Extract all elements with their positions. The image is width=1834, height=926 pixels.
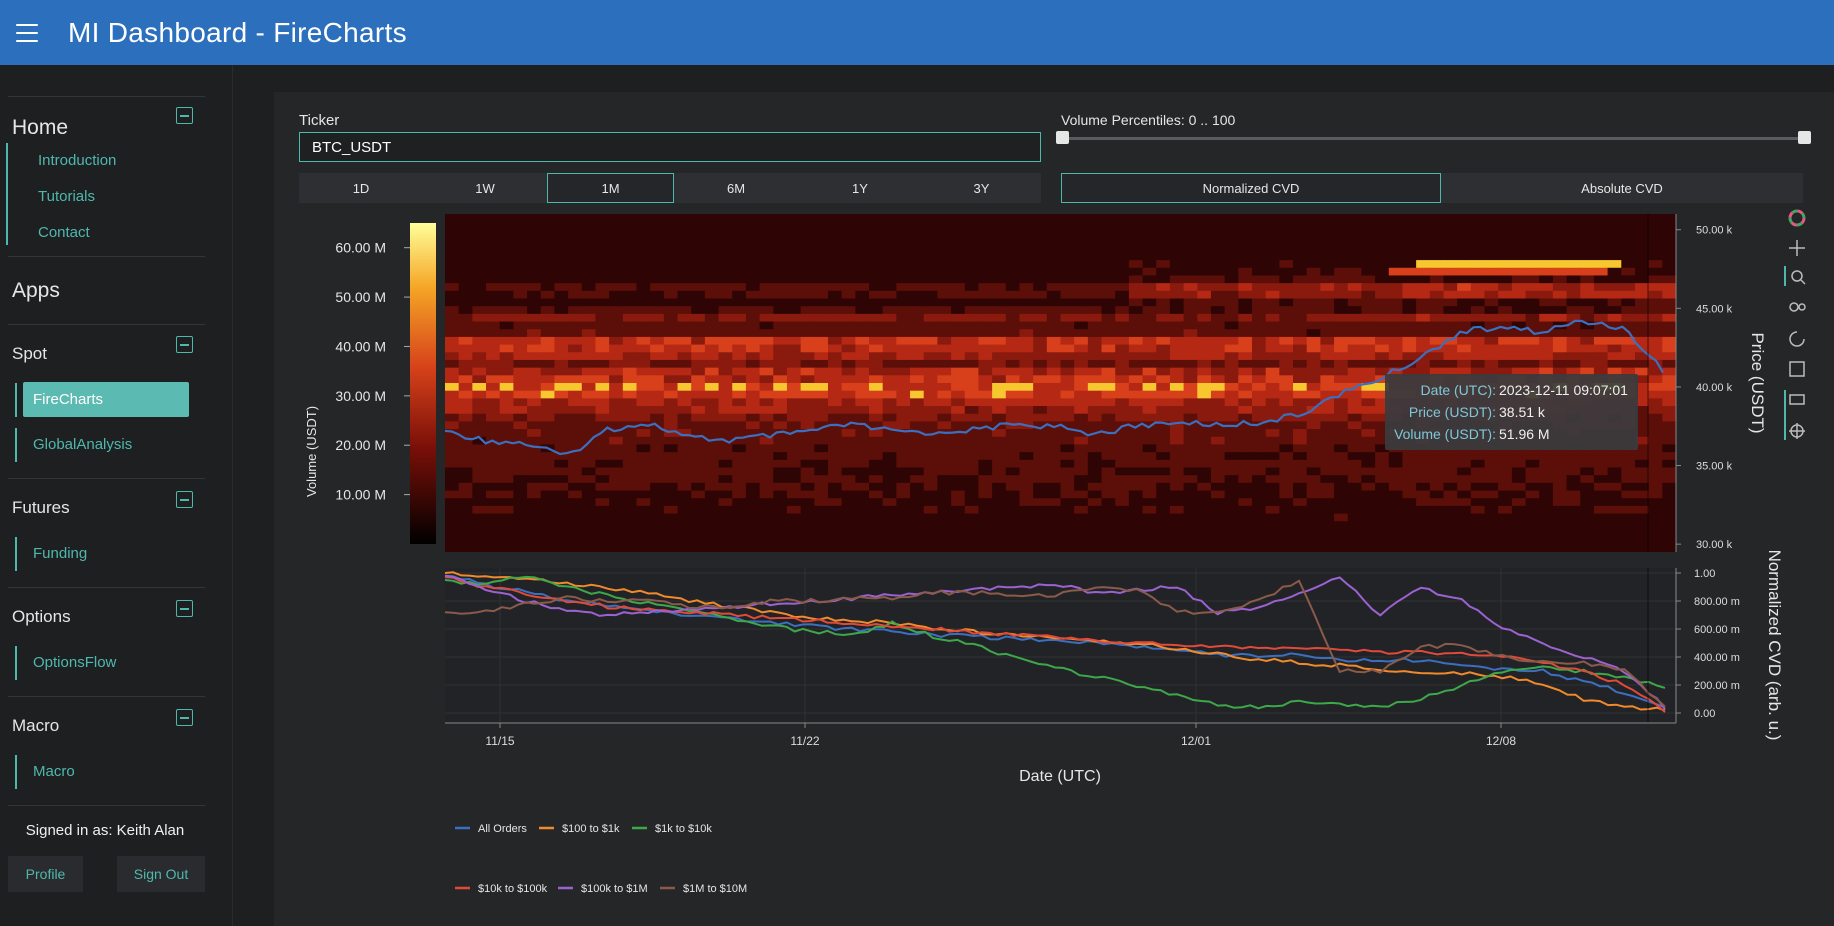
divider — [8, 478, 205, 479]
range-1m-button[interactable]: 1M — [547, 173, 674, 203]
sidebar-item-funding[interactable]: Funding — [33, 545, 88, 562]
futures-collapse-toggle[interactable] — [176, 491, 193, 508]
options-rail — [15, 646, 17, 680]
range-1y-button[interactable]: 1Y — [852, 180, 868, 196]
signed-in-label: Signed in as: Keith Alan — [25, 822, 185, 839]
macro-collapse-toggle[interactable] — [176, 709, 193, 726]
macro-heading: Macro — [12, 716, 60, 735]
divider — [8, 587, 205, 588]
home-rail — [6, 143, 8, 245]
top-bar: MI Dashboard - FireCharts — [0, 0, 1834, 65]
profile-button[interactable]: Profile — [8, 856, 83, 892]
range-3y-button[interactable]: 3Y — [973, 180, 990, 196]
sidebar-item-firecharts[interactable]: FireCharts — [23, 382, 189, 417]
absolute-cvd-button[interactable]: Absolute CVD — [1581, 180, 1663, 196]
time-range-selector: 1D 1W 1M 6M 1Y 3Y — [299, 173, 1041, 203]
main-panel — [274, 92, 1834, 926]
menu-icon[interactable] — [16, 23, 38, 42]
sidebar-item-introduction[interactable]: Introduction — [38, 152, 117, 169]
spot-rail — [15, 383, 17, 417]
sidebar-item-optionsflow[interactable]: OptionsFlow — [33, 654, 117, 671]
sidebar-item-contact[interactable]: Contact — [38, 224, 90, 241]
ticker-input[interactable]: BTC_USDT — [299, 132, 1041, 162]
cvd-mode-selector: Normalized CVD Absolute CVD — [1061, 173, 1803, 203]
range-1w-button[interactable]: 1W — [475, 180, 495, 196]
ticker-label: Ticker — [299, 112, 340, 129]
spot-rail — [15, 428, 17, 462]
divider — [8, 696, 205, 697]
options-collapse-toggle[interactable] — [176, 600, 193, 617]
home-collapse-toggle[interactable] — [176, 107, 193, 124]
sidebar-item-globalanalysis[interactable]: GlobalAnalysis — [33, 436, 133, 453]
divider — [8, 256, 205, 257]
sidebar-item-macro[interactable]: Macro — [33, 763, 75, 780]
apps-heading: Apps — [12, 279, 60, 302]
volume-slider-max-handle[interactable] — [1798, 131, 1811, 144]
spot-heading: Spot — [12, 344, 47, 363]
volume-percentiles-label: Volume Percentiles: 0 .. 100 — [1061, 112, 1236, 128]
range-1d-button[interactable]: 1D — [352, 180, 370, 196]
futures-rail — [15, 537, 17, 571]
home-heading: Home — [12, 116, 69, 139]
divider — [8, 96, 205, 97]
volume-slider-min-handle[interactable] — [1056, 131, 1069, 144]
options-heading: Options — [12, 607, 71, 626]
divider — [8, 324, 205, 325]
sidebar-item-tutorials[interactable]: Tutorials — [38, 188, 95, 205]
divider — [8, 805, 205, 806]
volume-slider-track[interactable] — [1062, 137, 1806, 140]
macro-rail — [15, 755, 17, 789]
range-6m-button[interactable]: 6M — [726, 180, 746, 196]
normalized-cvd-button[interactable]: Normalized CVD — [1061, 173, 1441, 203]
sidebar: Home Introduction Tutorials Contact Apps… — [0, 65, 233, 926]
spot-collapse-toggle[interactable] — [176, 336, 193, 353]
sign-out-button[interactable]: Sign Out — [117, 856, 205, 892]
app-title: MI Dashboard - FireCharts — [68, 16, 407, 48]
futures-heading: Futures — [12, 498, 70, 517]
